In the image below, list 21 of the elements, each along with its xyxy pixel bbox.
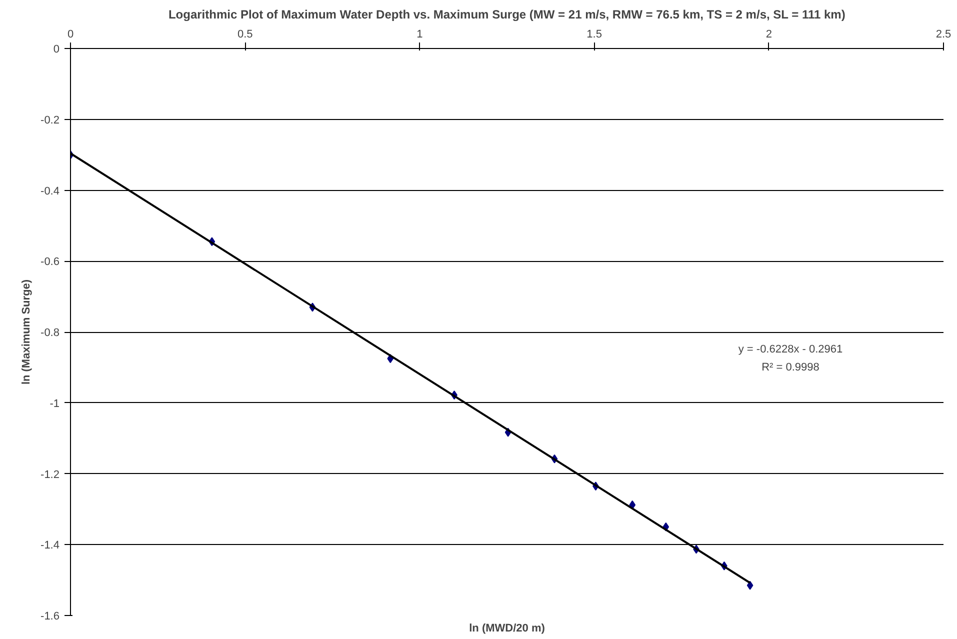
y-tick-label: 0	[53, 44, 60, 56]
annotation: R² = 0.9998	[762, 362, 820, 374]
chart-title: Logarithmic Plot of Maximum Water Depth vs. Maximum Surge (MW = 21 m/s, RMW = 76.5 km, TS = 2 m/s, SL = 111 km)	[168, 8, 846, 22]
x-tick-label: 0	[67, 28, 74, 40]
y-tick-label: -1	[50, 398, 60, 410]
x-tick-label: 2.5	[936, 28, 952, 40]
y-tick-label: -1.2	[40, 468, 60, 481]
x-tick-label: 1	[416, 28, 423, 40]
point	[746, 580, 754, 590]
y-axis-title: ln (Maximum Surge)	[20, 279, 33, 385]
y-tick-label: -0.4	[40, 185, 60, 198]
y-tick-label: -0.8	[40, 327, 60, 339]
y-tick-label: -1.4	[40, 540, 60, 552]
y-tick-label: -0.2	[40, 114, 60, 126]
annotation: y = -0.6228x - 0.2961	[738, 344, 843, 356]
x-tick-label: 1.5	[586, 28, 602, 40]
y-tick-label: -1.6	[40, 610, 60, 622]
x-tick-label: 0.5	[237, 28, 253, 40]
x-axis-title: ln (MWD/20 m)	[469, 622, 546, 634]
x-tick-label: 2	[766, 28, 772, 40]
y-tick-label: -0.6	[40, 256, 60, 268]
